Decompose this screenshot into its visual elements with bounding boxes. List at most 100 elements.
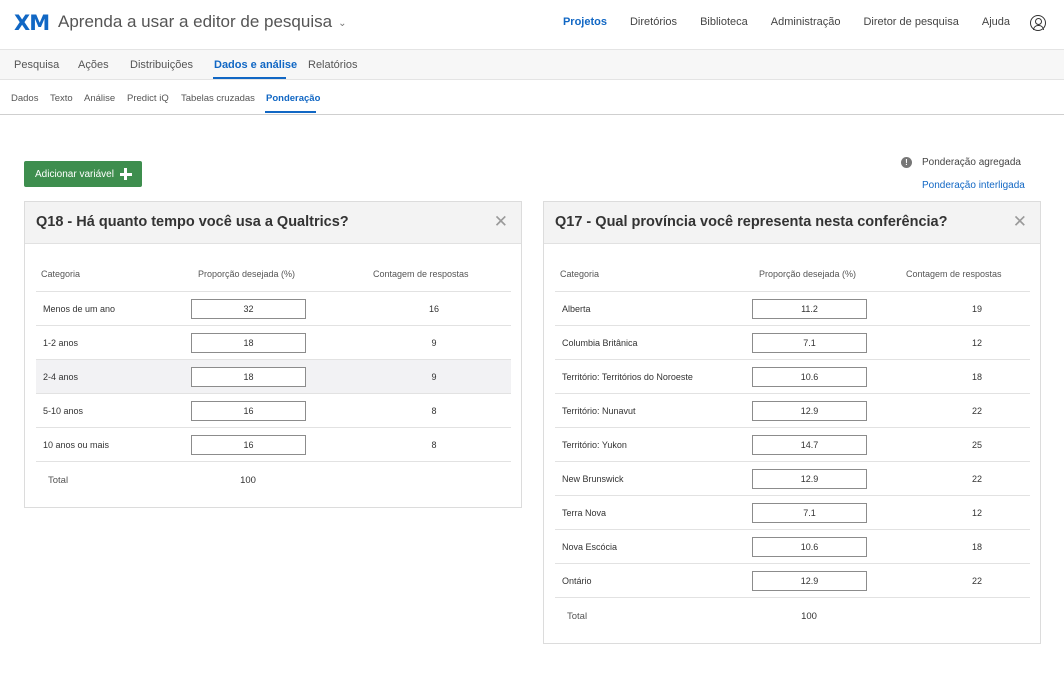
active-subtab-indicator [265,111,316,113]
aggregate-weighting-option[interactable]: ! Ponderação agregada [901,157,1021,168]
column-header-category: Categoria [41,269,81,279]
target-proportion-input[interactable]: 12.9 [752,401,867,421]
info-icon: ! [901,157,912,168]
interlocked-weighting-link[interactable]: Ponderação interligada [922,180,1025,191]
total-label: Total [48,475,69,486]
chevron-down-icon: ⌄ [338,17,347,29]
subtab-analise[interactable]: Análise [84,93,116,104]
response-count: 8 [431,406,437,416]
target-proportion-input[interactable]: 10.6 [752,537,867,557]
target-proportion-input[interactable]: 10.6 [752,367,867,387]
xm-logo[interactable]: XM [14,11,50,35]
table-row: 10 anos ou mais 16 8 [36,427,511,461]
category-label: Menos de um ano [43,304,116,314]
nav-diretorios[interactable]: Diretórios [629,16,678,28]
table-row: Menos de um ano 32 16 [36,291,511,325]
tab-pesquisa[interactable]: Pesquisa [14,59,60,71]
response-count: 18 [971,542,982,552]
table-row: New Brunswick 12.9 22 [555,461,1030,495]
total-row: Total 100 [36,461,511,495]
category-label: Território: Territórios do Noroeste [562,372,693,382]
aggregate-weighting-label: Ponderação agregada [922,157,1021,168]
category-label: 1-2 anos [43,338,79,348]
target-proportion-input[interactable]: 18 [191,367,306,387]
target-proportion-input[interactable]: 18 [191,333,306,353]
tab-distribuicoes[interactable]: Distribuições [130,59,193,71]
category-label: 2-4 anos [43,372,79,382]
project-title: Aprenda a usar a editor de pesquisa [58,12,333,31]
response-count: 19 [971,304,982,314]
target-proportion-input[interactable]: 7.1 [752,503,867,523]
top-header: XM Aprenda a usar a editor de pesquisa ⌄… [0,0,1064,50]
card-title: Q17 - Qual província você representa nes… [555,214,948,230]
response-count: 9 [431,338,437,348]
nav-diretor-de-pesquisa[interactable]: Diretor de pesquisa [863,16,959,28]
response-count: 22 [971,576,982,586]
category-label: Alberta [562,304,591,314]
table-row: Columbia Britânica 7.1 12 [555,325,1030,359]
table-row: Território: Territórios do Noroeste 10.6 1… [555,359,1030,393]
close-icon[interactable]: ✕ [493,212,508,231]
response-count: 22 [971,406,982,416]
table-row: Território: Yukon 14.7 25 [555,427,1030,461]
total-value: 100 [801,611,817,622]
target-proportion-input[interactable]: 12.9 [752,469,867,489]
category-label: Território: Nunavut [562,406,636,416]
close-icon[interactable]: ✕ [1012,212,1027,231]
subtab-predict-iq[interactable]: Predict iQ [127,93,169,104]
category-label: Nova Escócia [562,542,618,552]
response-count: 16 [428,304,439,314]
target-proportion-input[interactable]: 16 [191,435,306,455]
column-header-count: Contagem de respostas [373,269,469,279]
plus-icon [119,168,132,180]
category-label: Território: Yukon [562,440,627,450]
total-value: 100 [240,475,256,486]
nav-administracao[interactable]: Administração [770,16,841,28]
category-label: New Brunswick [562,474,624,484]
response-count: 12 [971,338,982,348]
column-header-target: Proporção desejada (%) [759,269,857,279]
response-count: 12 [971,508,982,518]
subtab-ponderacao[interactable]: Ponderação [266,93,321,104]
add-variable-button[interactable]: Adicionar variável [24,161,142,187]
subtab-texto[interactable]: Texto [50,93,73,104]
table-row: Terra Nova 7.1 12 [555,495,1030,529]
category-label: 10 anos ou mais [43,440,110,450]
subtab-tabelas-cruzadas[interactable]: Tabelas cruzadas [181,93,255,104]
table-row: Ontário 12.9 22 [555,563,1030,597]
primary-tabs: Pesquisa Ações Distribuições Dados e aná… [0,50,1064,80]
total-label: Total [567,611,588,622]
nav-biblioteca[interactable]: Biblioteca [700,16,748,28]
weighting-card-q18: Q18 - Há quanto tempo você usa a Qualtri… [24,201,522,508]
project-selector[interactable]: Aprenda a usar a editor de pesquisa ⌄ [58,12,346,32]
add-variable-label: Adicionar variável [35,168,114,180]
nav-projetos[interactable]: Projetos [562,16,607,28]
column-header-target: Proporção desejada (%) [198,269,296,279]
table-row: Nova Escócia 10.6 18 [555,529,1030,563]
category-label: Ontário [562,576,592,586]
response-count: 8 [431,440,437,450]
active-tab-indicator [213,77,286,79]
category-label: Terra Nova [562,508,607,518]
column-header-count: Contagem de respostas [906,269,1002,279]
target-proportion-input[interactable]: 7.1 [752,333,867,353]
tab-relatorios[interactable]: Relatórios [308,59,358,71]
tab-acoes[interactable]: Ações [78,59,109,71]
response-count: 25 [971,440,982,450]
card-title: Q18 - Há quanto tempo você usa a Qualtri… [36,214,349,230]
target-proportion-input[interactable]: 11.2 [752,299,867,319]
target-proportion-input[interactable]: 14.7 [752,435,867,455]
total-row: Total 100 [555,597,1030,631]
table-row: 2-4 anos 18 9 [36,359,511,393]
target-proportion-input[interactable]: 32 [191,299,306,319]
user-account-icon[interactable] [1030,15,1046,31]
target-proportion-input[interactable]: 12.9 [752,571,867,591]
response-count: 18 [971,372,982,382]
table-row: Alberta 11.2 19 [555,291,1030,325]
tab-dados-e-analise[interactable]: Dados e análise [214,59,298,71]
subtab-dados[interactable]: Dados [11,93,39,104]
response-count: 9 [431,372,437,382]
target-proportion-input[interactable]: 16 [191,401,306,421]
response-count: 22 [971,474,982,484]
nav-ajuda[interactable]: Ajuda [981,16,1010,28]
